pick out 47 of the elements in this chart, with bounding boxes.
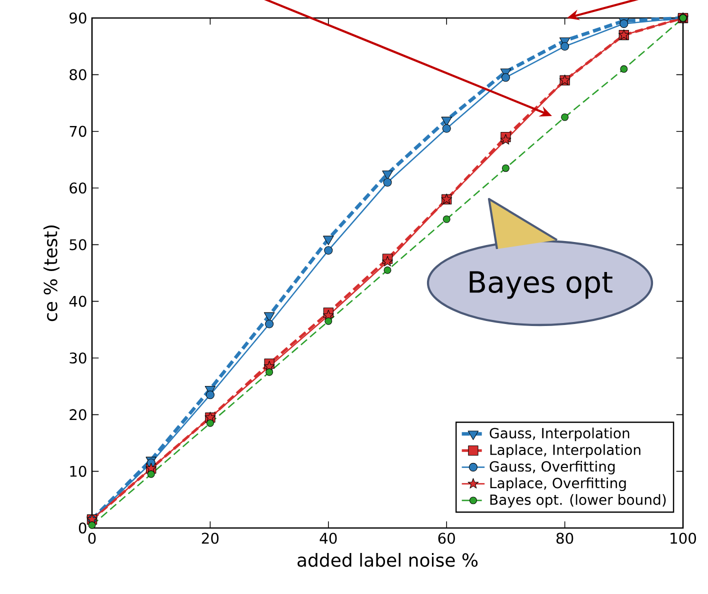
point [560, 42, 570, 51]
point [265, 320, 274, 328]
point [620, 65, 628, 73]
point [384, 266, 392, 274]
y-tick-label: 0 [78, 522, 86, 534]
x-tick-label: 80 [556, 532, 574, 544]
point [206, 390, 214, 400]
point [147, 470, 155, 478]
y-tick-label: 60 [70, 182, 86, 194]
x-tick-label: 0 [88, 532, 96, 544]
legend-label: Bayes opt. (lower bound) [490, 494, 666, 508]
y-tick-label: 80 [70, 69, 86, 80]
point [206, 419, 214, 427]
y-tick-label: 20 [70, 409, 86, 420]
point [561, 113, 569, 121]
point [441, 116, 452, 126]
point [502, 164, 510, 172]
point [442, 124, 451, 133]
y-tick-label: 30 [70, 352, 86, 364]
x-axis-title: added label noise % [298, 552, 478, 567]
point [324, 317, 332, 325]
point [442, 215, 450, 223]
x-tick-label: 100 [670, 532, 696, 544]
y-tick-label: 50 [70, 239, 86, 250]
legend-label: Gauss, Overfitting [490, 460, 615, 474]
legend-label: Gauss, Interpolation [490, 428, 630, 442]
point [382, 170, 393, 180]
x-tick-label: 20 [202, 532, 219, 544]
point [501, 73, 510, 82]
point [500, 134, 512, 145]
point [88, 521, 96, 529]
point [324, 246, 333, 255]
point [382, 256, 393, 266]
y-tick-label: 70 [70, 126, 86, 137]
y-tick-label: 90 [70, 12, 86, 24]
point [266, 368, 274, 376]
point [264, 312, 275, 322]
y-axis-title: ce % (test) [43, 226, 60, 322]
legend-label: Laplace, Overfitting [490, 478, 626, 492]
x-tick-label: 60 [438, 532, 455, 544]
annotation: Bayes opt [470, 271, 612, 299]
x-tick-label: 40 [320, 532, 337, 544]
y-tick-label: 10 [70, 466, 86, 477]
point [323, 236, 334, 246]
point [383, 178, 392, 187]
legend-label: Laplace, Interpolation [490, 444, 640, 458]
y-tick-label: 40 [69, 296, 86, 307]
